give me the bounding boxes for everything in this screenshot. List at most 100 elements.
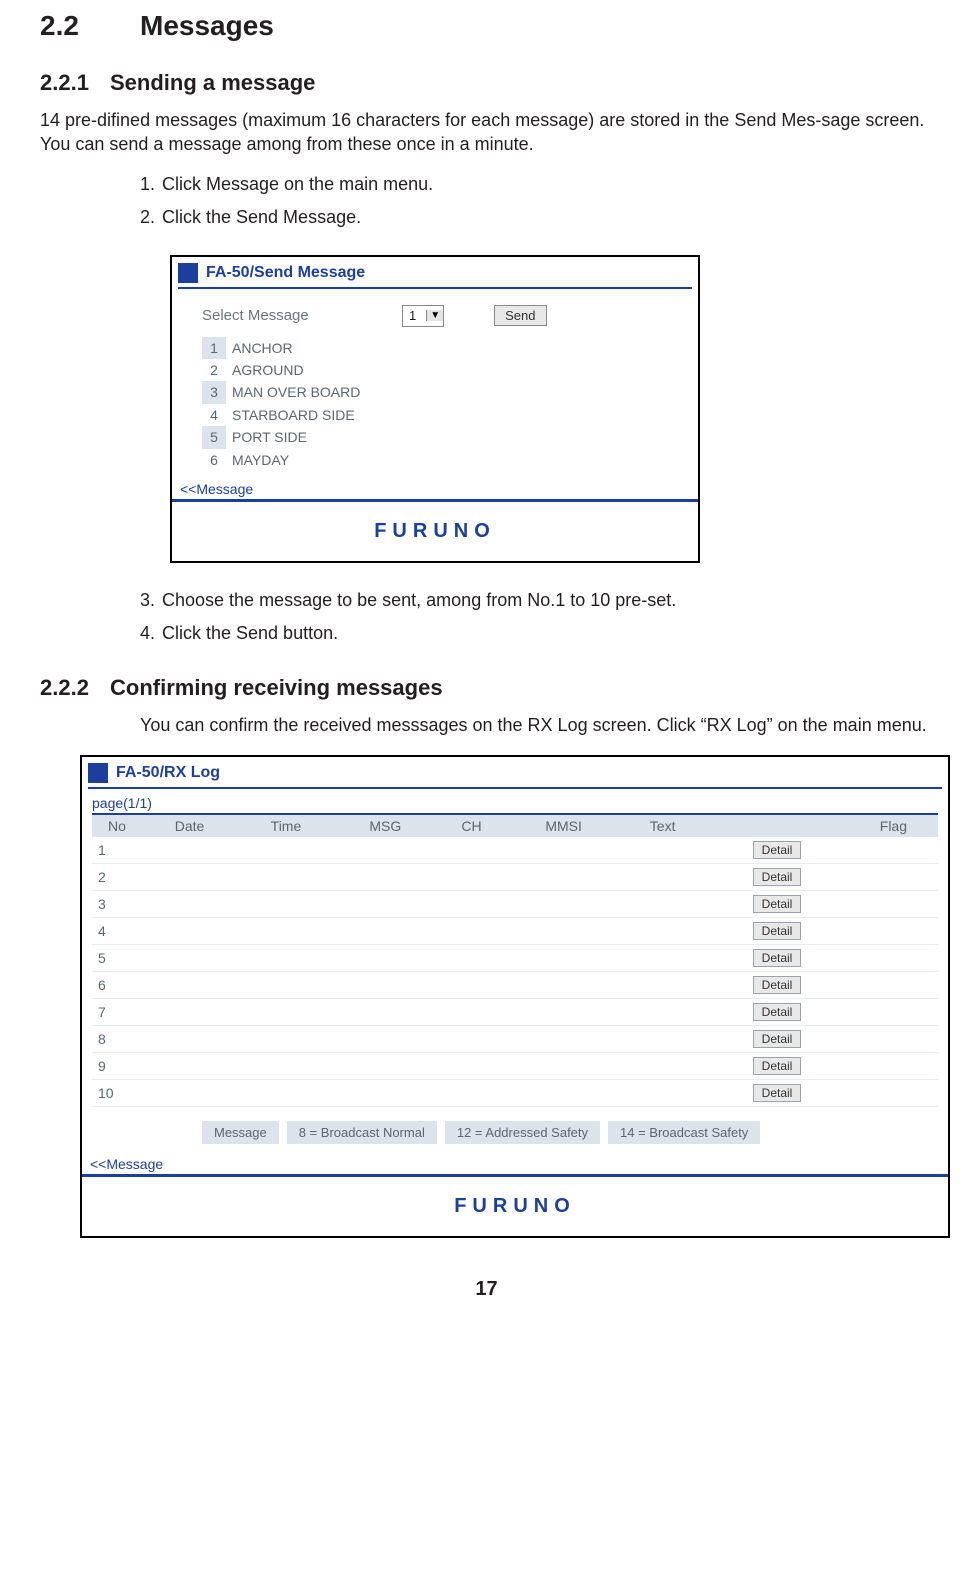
cell-no: 8 [92,1026,142,1053]
cell-empty [237,972,335,999]
cell-empty [436,972,507,999]
message-row[interactable]: 1ANCHOR [202,337,688,359]
cell-empty [436,945,507,972]
cell-empty [237,1080,335,1107]
cell-flag [849,1053,938,1080]
message-text: ANCHOR [226,337,293,359]
table-header: CH [436,814,507,837]
select-message-label: Select Message [202,307,382,324]
cell-empty [436,837,507,864]
step-item: 3.Choose the message to be sent, among f… [140,587,933,614]
detail-button[interactable]: Detail [753,895,802,913]
cell-empty [142,945,237,972]
table-row: 3Detail [92,891,938,918]
subsection-2-heading: 2.2.2Confirming receiving messages [40,675,933,701]
cell-flag [849,891,938,918]
step-text: Click the Send Message. [162,207,361,227]
cell-empty [507,891,620,918]
send-button[interactable]: Send [494,305,546,326]
step-number: 3. [140,587,162,614]
cell-no: 10 [92,1080,142,1107]
table-header [705,814,848,837]
table-row: 8 Detail [92,1026,938,1053]
step-item: 2.Click the Send Message. [140,204,933,231]
message-row[interactable]: 5PORT SIDE [202,426,688,448]
detail-button[interactable]: Detail [753,868,802,886]
detail-button[interactable]: Detail [753,1030,802,1048]
step-item: 4.Click the Send button. [140,620,933,647]
select-message-dropdown[interactable]: 1 ▼ [402,305,444,327]
cell-empty [436,1053,507,1080]
cell-flag [849,999,938,1026]
panel-logo-square [88,763,108,783]
cell-empty [507,972,620,999]
table-row: 9Detail [92,1053,938,1080]
cell-empty [436,864,507,891]
cell-empty [620,945,705,972]
message-row[interactable]: 4STARBOARD SIDE [202,404,688,426]
legend-chip: 12 = Addressed Safety [445,1121,600,1144]
cell-empty [237,918,335,945]
chevron-down-icon: ▼ [426,310,443,321]
message-index: 4 [202,404,226,426]
cell-empty [507,918,620,945]
cell-empty [507,1026,620,1053]
cell-no: 4 [92,918,142,945]
cell-empty [335,864,436,891]
message-index: 5 [202,426,226,448]
table-row: 1Detail [92,837,938,864]
cell-empty [620,999,705,1026]
cell-detail: Detail [705,918,848,945]
cell-empty [142,999,237,1026]
section-title: Messages [140,10,274,41]
cell-empty [335,945,436,972]
cell-empty [436,891,507,918]
cell-no: 7 [92,999,142,1026]
cell-detail: Detail [705,837,848,864]
back-link[interactable]: <<Message [82,1154,948,1174]
cell-empty [237,945,335,972]
step-text: Choose the message to be sent, among fro… [162,590,676,610]
section-heading: 2.2Messages [40,10,933,42]
table-header: Flag [849,814,938,837]
detail-button[interactable]: Detail [753,922,802,940]
message-index: 6 [202,449,226,471]
brand-logo: FURUNO [454,1195,576,1217]
legend-chip: Message [202,1121,279,1144]
cell-detail: Detail [705,891,848,918]
table-header: No [92,814,142,837]
cell-empty [237,999,335,1026]
step-number: 2. [140,204,162,231]
cell-empty [620,1053,705,1080]
message-row[interactable]: 6MAYDAY [202,449,688,471]
detail-button[interactable]: Detail [753,841,802,859]
cell-empty [620,837,705,864]
select-value: 1 [403,308,426,323]
message-row[interactable]: 2AGROUND [202,359,688,381]
message-row[interactable]: 3MAN OVER BOARD [202,381,688,403]
detail-button[interactable]: Detail [753,1084,802,1102]
cell-empty [507,945,620,972]
detail-button[interactable]: Detail [753,976,802,994]
cell-detail: Detail [705,1053,848,1080]
steps-list-1: 1.Click Message on the main menu. 2.Clic… [140,171,933,231]
detail-button[interactable]: Detail [753,949,802,967]
cell-empty [620,891,705,918]
legend-chip: 14 = Broadcast Safety [608,1121,760,1144]
page-indicator: page(1/1) [82,789,948,813]
table-header: Date [142,814,237,837]
cell-empty [142,918,237,945]
cell-empty [436,1080,507,1107]
cell-empty [237,891,335,918]
cell-empty [436,918,507,945]
cell-no: 2 [92,864,142,891]
cell-empty [142,1080,237,1107]
back-link[interactable]: <<Message [172,479,698,499]
intro-paragraph-1: 14 pre-difined messages (maximum 16 char… [40,108,933,157]
subsection-1-number: 2.2.1 [40,70,110,96]
detail-button[interactable]: Detail [753,1003,802,1021]
detail-button[interactable]: Detail [753,1057,802,1075]
cell-no: 6 [92,972,142,999]
table-row: 5Detail [92,945,938,972]
subsection-2-title: Confirming receiving messages [110,675,443,700]
